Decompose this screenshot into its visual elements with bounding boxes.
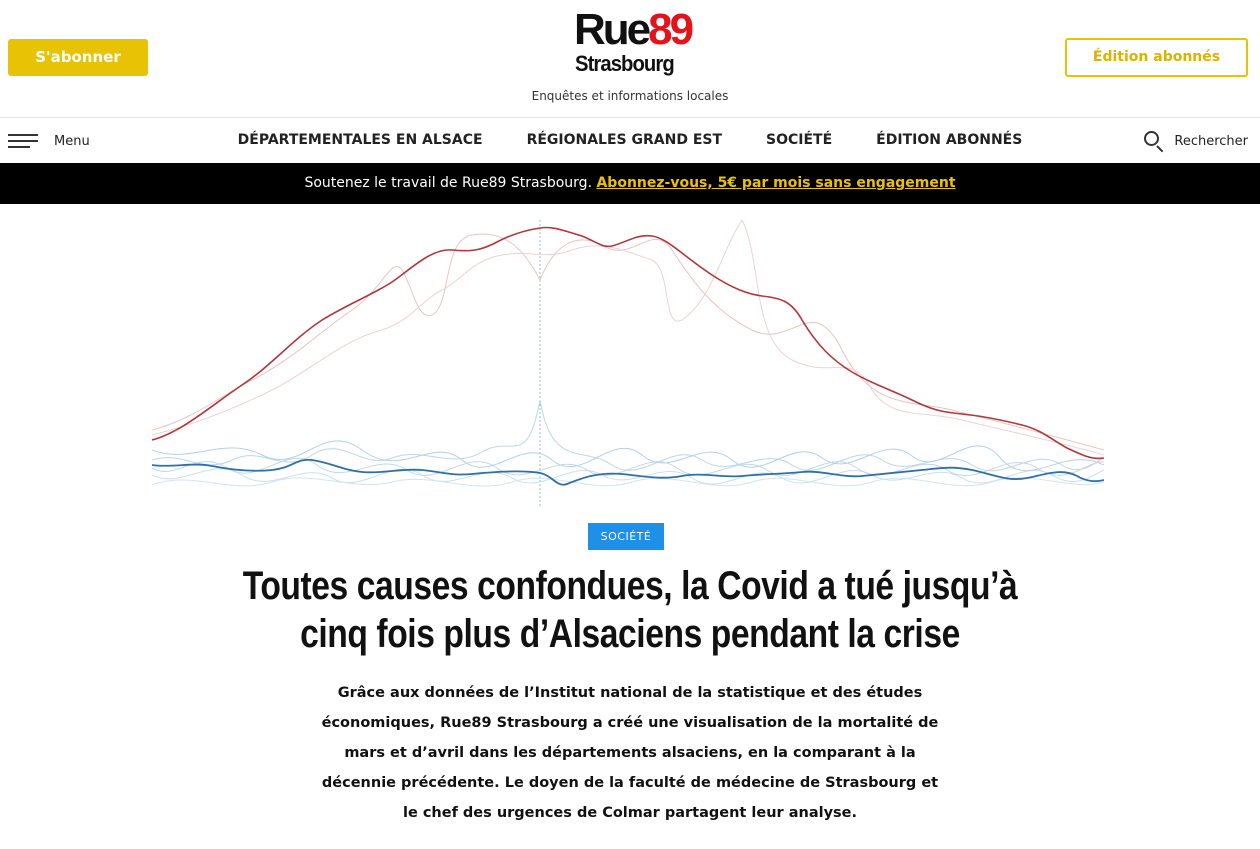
edition-abonnes-button[interactable]: Édition abonnés (1065, 38, 1248, 77)
nav-link-societe[interactable]: SOCIÉTÉ (766, 132, 833, 148)
banner-subscribe-link[interactable]: Abonnez-vous, 5€ par mois sans engagemen… (596, 175, 956, 191)
site-logo[interactable]: Rue89 Strasbourg (574, 6, 694, 84)
search-icon (1143, 130, 1165, 153)
site-header: S'abonner Rue89 Strasbourg Enquêtes et i… (0, 0, 1260, 118)
hero-illustration (152, 220, 1104, 506)
menu-label: Menu (54, 133, 90, 149)
hamburger-icon (8, 134, 38, 148)
site-tagline: Enquêtes et informations locales (531, 89, 729, 103)
nav-link-departementales[interactable]: DÉPARTEMENTALES EN ALSACE (237, 132, 483, 148)
nav-link-edition-abonnes[interactable]: ÉDITION ABONNÉS (876, 132, 1023, 148)
category-badge[interactable]: SOCIÉTÉ (588, 523, 664, 550)
article-lede: Grâce aux données de l’Institut national… (321, 685, 939, 821)
logo-city: Strasbourg (575, 51, 675, 76)
main-nav: DÉPARTEMENTALES EN ALSACE RÉGIONALES GRA… (0, 118, 1260, 163)
article-title: Toutes causes confondues, la Covid a tué… (242, 564, 1018, 656)
search-button[interactable]: Rechercher (1143, 129, 1248, 153)
logo-wordmark: Rue89 (574, 5, 694, 54)
search-label: Rechercher (1174, 133, 1248, 149)
nav-link-regionales[interactable]: RÉGIONALES GRAND EST (526, 132, 723, 148)
mortality-curves-illustration (152, 220, 1104, 506)
banner-text: Soutenez le travail de Rue89 Strasbourg. (304, 175, 597, 191)
nav-links: DÉPARTEMENTALES EN ALSACE RÉGIONALES GRA… (0, 118, 1260, 163)
menu-button[interactable]: Menu (8, 129, 90, 153)
support-banner: Soutenez le travail de Rue89 Strasbourg.… (0, 163, 1260, 204)
subscribe-button[interactable]: S'abonner (8, 39, 148, 76)
